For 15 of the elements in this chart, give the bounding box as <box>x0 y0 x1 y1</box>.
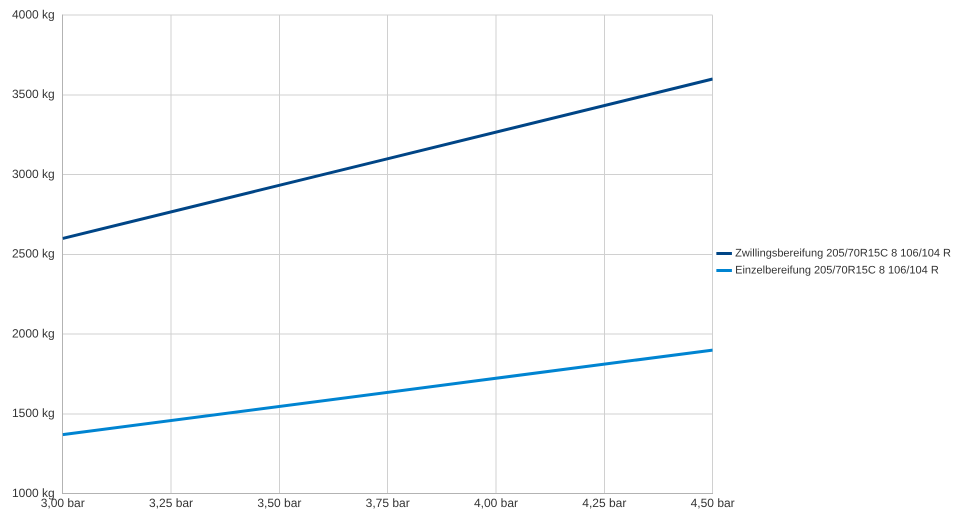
legend-label: Zwillingsbereifung 205/70R15C 8 106/104 R <box>735 248 952 260</box>
y-tick-label: 1500 kg <box>12 406 55 420</box>
y-tick-label: 4000 kg <box>12 8 55 22</box>
x-tick-label: 3,50 bar <box>257 496 302 510</box>
x-tick-label: 3,25 bar <box>149 496 194 510</box>
y-tick-label: 3500 kg <box>12 87 55 102</box>
y-tick-label: 2000 kg <box>12 326 55 340</box>
x-tick-label: 4,00 bar <box>474 496 518 510</box>
legend-label: Einzelbereifung 205/70R15C 8 106/104 R <box>735 264 939 277</box>
x-tick-label: 4,25 bar <box>582 496 626 510</box>
y-tick-label: 2500 kg <box>12 246 55 261</box>
y-tick-label: 3000 kg <box>12 166 55 181</box>
x-tick-label: 4,50 bar <box>690 496 735 510</box>
y-tick-label: 1000 kg <box>12 486 55 500</box>
x-tick-label: 3,75 bar <box>366 496 410 510</box>
